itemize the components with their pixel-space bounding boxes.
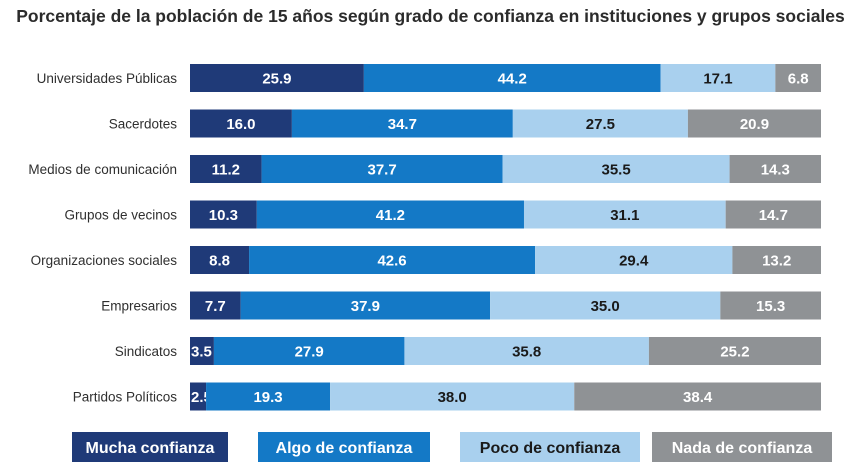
value-label-nada-de-confianza-medios-de-comunicacion: 14.3 — [761, 162, 790, 179]
value-label-algo-de-confianza-partidos-politicos: 19.3 — [253, 389, 282, 406]
bar-algo-de-confianza-sacerdotes — [291, 109, 513, 138]
bar-mucha-confianza-grupos-de-vecinos — [190, 200, 257, 229]
bar-nada-de-confianza-sindicatos — [648, 337, 821, 365]
bar-poco-de-confianza-medios-de-comunicacion — [502, 155, 730, 183]
bar-poco-de-confianza-empresarios — [490, 291, 721, 320]
bar-poco-de-confianza-grupos-de-vecinos — [523, 200, 726, 229]
value-label-algo-de-confianza-organizaciones-sociales: 42.6 — [377, 253, 406, 270]
bar-poco-de-confianza-universidades-publicas — [660, 64, 776, 92]
bar-nada-de-confianza-empresarios — [720, 291, 821, 320]
bar-algo-de-confianza-grupos-de-vecinos — [256, 200, 524, 229]
value-label-nada-de-confianza-organizaciones-sociales: 13.2 — [762, 253, 791, 270]
value-label-mucha-confianza-organizaciones-sociales: 8.8 — [209, 253, 230, 270]
bar-mucha-confianza-empresarios — [190, 291, 241, 320]
legend-swatch-nada-de-confianza — [652, 432, 832, 462]
category-label-grupos-de-vecinos: Grupos de vecinos — [64, 208, 177, 223]
bar-poco-de-confianza-sacerdotes — [512, 109, 688, 138]
bar-mucha-confianza-partidos-politicos — [190, 382, 207, 411]
bar-algo-de-confianza-partidos-politicos — [206, 382, 331, 411]
category-labels: Universidades Públicas Sacerdotes Medios d… — [28, 71, 177, 405]
legend-swatch-poco-de-confianza — [460, 432, 640, 462]
bar-mucha-confianza-organizaciones-sociales — [190, 246, 250, 274]
bars-layer: 25.9 44.2 17.1 6.8 16.0 34.7 27.5 20.9 11.2 37.7 3… — [190, 64, 821, 411]
bar-algo-de-confianza-empresarios — [240, 291, 491, 320]
category-label-partidos-politicos: Partidos Políticos — [73, 390, 178, 405]
bar-nada-de-confianza-universidades-publicas — [775, 64, 821, 92]
bar-poco-de-confianza-sindicatos — [404, 337, 649, 365]
bar-algo-de-confianza-universidades-publicas — [363, 64, 661, 92]
value-label-algo-de-confianza-sacerdotes: 34.7 — [388, 116, 417, 133]
legend-label-nada-de-confianza: Nada de confianza — [672, 440, 813, 457]
legend-label-poco-de-confianza: Poco de confianza — [480, 440, 621, 457]
value-label-poco-de-confianza-partidos-politicos: 38.0 — [438, 389, 467, 406]
category-label-empresarios: Empresarios — [101, 299, 177, 314]
category-label-universidades-publicas: Universidades Públicas — [37, 71, 178, 86]
category-label-organizaciones-sociales: Organizaciones sociales — [31, 253, 178, 268]
bar-poco-de-confianza-organizaciones-sociales — [535, 246, 733, 274]
value-label-nada-de-confianza-grupos-de-vecinos: 14.7 — [759, 207, 788, 224]
bar-algo-de-confianza-sindicatos — [213, 337, 405, 365]
value-label-nada-de-confianza-sacerdotes: 20.9 — [740, 116, 769, 133]
value-label-mucha-confianza-sacerdotes: 16.0 — [226, 116, 255, 133]
value-label-nada-de-confianza-sindicatos: 25.2 — [720, 344, 749, 361]
value-label-mucha-confianza-medios-de-comunicacion: 11.2 — [212, 162, 240, 179]
value-label-poco-de-confianza-sindicatos: 35.8 — [512, 344, 541, 361]
bar-poco-de-confianza-partidos-politicos — [330, 382, 575, 411]
category-label-sindicatos: Sindicatos — [115, 344, 178, 359]
bar-nada-de-confianza-grupos-de-vecinos — [725, 200, 821, 229]
legend-label-algo-de-confianza: Algo de confianza — [276, 440, 413, 457]
value-label-algo-de-confianza-empresarios: 37.9 — [351, 298, 380, 315]
legend-swatch-algo-de-confianza — [258, 432, 430, 462]
value-label-algo-de-confianza-sindicatos: 27.9 — [295, 344, 324, 361]
value-label-poco-de-confianza-sacerdotes: 27.5 — [586, 116, 615, 133]
value-label-mucha-confianza-universidades-publicas: 25.9 — [262, 71, 291, 88]
value-label-mucha-confianza-sindicatos: 3.5 — [191, 344, 212, 361]
value-label-nada-de-confianza-empresarios: 15.3 — [756, 298, 785, 315]
value-label-mucha-confianza-grupos-de-vecinos: 10.3 — [209, 207, 238, 224]
category-label-sacerdotes: Sacerdotes — [109, 117, 178, 132]
legend: Mucha confianza Algo de confianza Poco de … — [72, 432, 832, 462]
bar-nada-de-confianza-medios-de-comunicacion — [729, 155, 821, 183]
bar-mucha-confianza-sacerdotes — [190, 109, 292, 138]
bar-mucha-confianza-medios-de-comunicacion — [190, 155, 262, 183]
bar-mucha-confianza-universidades-publicas — [190, 64, 364, 92]
bar-algo-de-confianza-organizaciones-sociales — [249, 246, 536, 274]
bar-nada-de-confianza-sacerdotes — [687, 109, 821, 138]
value-label-algo-de-confianza-universidades-publicas: 44.2 — [498, 71, 527, 88]
legend-swatch-mucha-confianza — [72, 432, 228, 462]
value-label-poco-de-confianza-organizaciones-sociales: 29.4 — [619, 253, 649, 270]
category-label-medios-de-comunicacion: Medios de comunicación — [28, 162, 177, 177]
value-label-poco-de-confianza-empresarios: 35.0 — [591, 298, 620, 315]
value-label-nada-de-confianza-partidos-politicos: 38.4 — [683, 389, 713, 406]
value-label-algo-de-confianza-medios-de-comunicacion: 37.7 — [368, 162, 397, 179]
value-label-poco-de-confianza-universidades-publicas: 17.1 — [703, 71, 732, 88]
value-label-algo-de-confianza-grupos-de-vecinos: 41.2 — [376, 207, 405, 224]
legend-label-mucha-confianza: Mucha confianza — [86, 440, 215, 457]
value-label-poco-de-confianza-grupos-de-vecinos: 31.1 — [610, 207, 639, 224]
value-label-mucha-confianza-empresarios: 7.7 — [205, 298, 226, 315]
chart-title: Porcentaje de la población de 15 años se… — [16, 6, 845, 26]
bar-algo-de-confianza-medios-de-comunicacion — [261, 155, 503, 183]
bar-nada-de-confianza-partidos-politicos — [574, 382, 821, 411]
bar-nada-de-confianza-organizaciones-sociales — [732, 246, 821, 274]
value-label-poco-de-confianza-medios-de-comunicacion: 35.5 — [601, 162, 630, 179]
bar-mucha-confianza-sindicatos — [190, 337, 214, 365]
value-label-nada-de-confianza-universidades-publicas: 6.8 — [788, 71, 809, 88]
